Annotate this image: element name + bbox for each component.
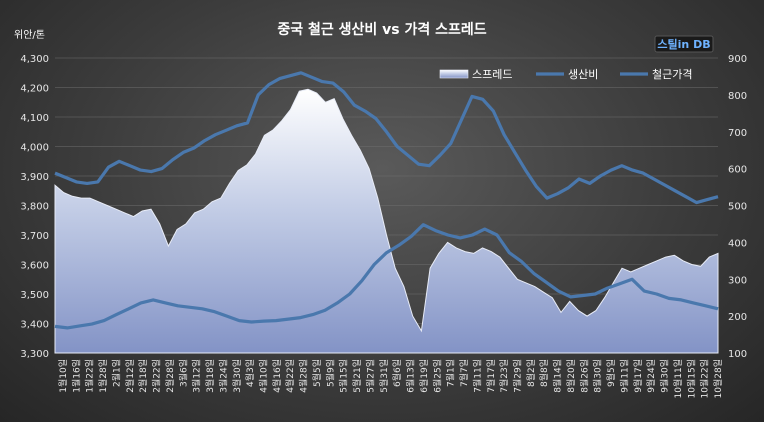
chart-title: 중국 철근 생산비 vs 가격 스프레드	[277, 21, 486, 38]
right-tick-label: 800	[728, 91, 747, 102]
x-tick-label: 8월20일	[565, 359, 577, 393]
x-tick-label: 5월31일	[378, 359, 390, 393]
series-spread-area	[54, 88, 719, 354]
x-tick-label: 8월14일	[552, 359, 564, 393]
right-tick-label: 300	[728, 275, 747, 286]
x-tick-label: 4월28일	[298, 359, 310, 393]
x-tick-label: 9월11일	[618, 359, 630, 393]
x-tick-label: 6월6일	[391, 359, 403, 387]
x-tick-label: 3월24일	[217, 359, 229, 393]
right-tick-label: 900	[728, 54, 747, 65]
x-tick-label: 5월5일	[311, 359, 323, 387]
line-layer	[54, 71, 719, 330]
left-tick-label: 4,300	[20, 54, 49, 65]
x-tick-label: 1월10일	[57, 359, 69, 393]
x-tick-label: 2월28일	[164, 359, 176, 393]
left-axis-unit: 위안/톤	[14, 28, 45, 41]
axis-layer: 3,300 3,400 3,500 3,600 3,700 3,800 3,900 4,000…	[20, 54, 747, 398]
x-tick-label: 1월22일	[84, 359, 96, 393]
x-tick-label: 10월15일	[685, 359, 697, 398]
x-tick-label: 3월18일	[204, 359, 216, 393]
legend-label-rebar-price: 철근가격	[652, 68, 692, 81]
x-tick-label: 8월26일	[578, 359, 590, 393]
x-tick-label: 7월17일	[485, 359, 497, 393]
x-tick-label: 2월12일	[124, 359, 136, 393]
left-tick-label: 3,500	[20, 290, 49, 301]
right-tick-label: 600	[728, 165, 747, 176]
left-tick-label: 4,000	[20, 143, 49, 154]
x-tick-label: 1월28일	[97, 359, 109, 393]
x-tick-label: 8월8일	[538, 359, 550, 387]
spread-area-layer	[54, 88, 719, 354]
watermark-box	[654, 35, 714, 53]
x-tick-label: 7월29일	[511, 359, 523, 393]
x-tick-label: 4월16일	[271, 359, 283, 393]
legend-label-production-cost: 생산비	[568, 68, 598, 81]
x-tick-label: 8월2일	[525, 359, 537, 387]
x-tick-label: 2월18일	[137, 359, 149, 393]
x-tick-label: 8월30일	[592, 359, 604, 393]
x-tick-label: 9월17일	[632, 359, 644, 393]
x-tick-label: 4월10일	[258, 359, 270, 393]
x-tick-label: 3월6일	[177, 359, 189, 387]
right-tick-label: 400	[728, 238, 747, 249]
left-tick-label: 3,600	[20, 261, 49, 272]
x-tick-label: 9월24일	[645, 359, 657, 393]
series-production-cost-line	[54, 223, 719, 330]
x-tick-label: 7월11일	[471, 359, 483, 393]
legend: 스프레드 생산비 철근가격	[439, 68, 692, 81]
left-tick-label: 4,200	[20, 84, 49, 95]
x-tick-label: 7월7일	[458, 359, 470, 387]
x-tick-label: 6월19일	[418, 359, 430, 393]
x-tick-label: 10월22일	[699, 359, 711, 398]
watermark: 스틸in DB	[654, 35, 714, 53]
x-tick-label: 3월30일	[231, 359, 243, 393]
right-tick-label: 500	[728, 202, 747, 213]
left-tick-label: 3,900	[20, 172, 49, 183]
legend-swatch-spread	[439, 69, 469, 79]
x-tick-label: 10월28일	[712, 359, 724, 398]
x-tick-label: 5월9일	[324, 359, 336, 387]
left-tick-label: 3,700	[20, 231, 49, 242]
right-tick-label: 700	[728, 128, 747, 139]
series-rebar-price-line	[54, 71, 719, 205]
x-tick-label: 4월22일	[284, 359, 296, 393]
x-tick-label: 9월5일	[605, 359, 617, 387]
left-tick-label: 3,400	[20, 320, 49, 331]
x-tick-label: 6월13일	[405, 359, 417, 393]
x-tick-label: 7월23일	[498, 359, 510, 393]
x-tick-label: 2월1일	[110, 359, 122, 387]
x-tick-label: 7월1일	[445, 359, 457, 387]
left-tick-label: 4,100	[20, 113, 49, 124]
x-tick-label: 9월30일	[659, 359, 671, 393]
x-tick-label: 5월21일	[351, 359, 363, 393]
x-tick-label: 6월25일	[431, 359, 443, 393]
x-tick-label: 5월27일	[364, 359, 376, 393]
x-tick-label: 10월11일	[672, 359, 684, 398]
legend-label-spread: 스프레드	[472, 68, 512, 81]
left-tick-label: 3,300	[20, 349, 49, 360]
right-tick-label: 100	[728, 349, 747, 360]
x-tick-label: 2월22일	[151, 359, 163, 393]
x-tick-label: 4월3일	[244, 359, 256, 387]
right-tick-label: 200	[728, 312, 747, 323]
x-tick-label: 3월12일	[191, 359, 203, 393]
watermark-text: 스틸in DB	[657, 38, 710, 51]
x-tick-label: 1월16일	[70, 359, 82, 393]
x-tick-label: 5월15일	[338, 359, 350, 393]
left-tick-label: 3,800	[20, 202, 49, 213]
